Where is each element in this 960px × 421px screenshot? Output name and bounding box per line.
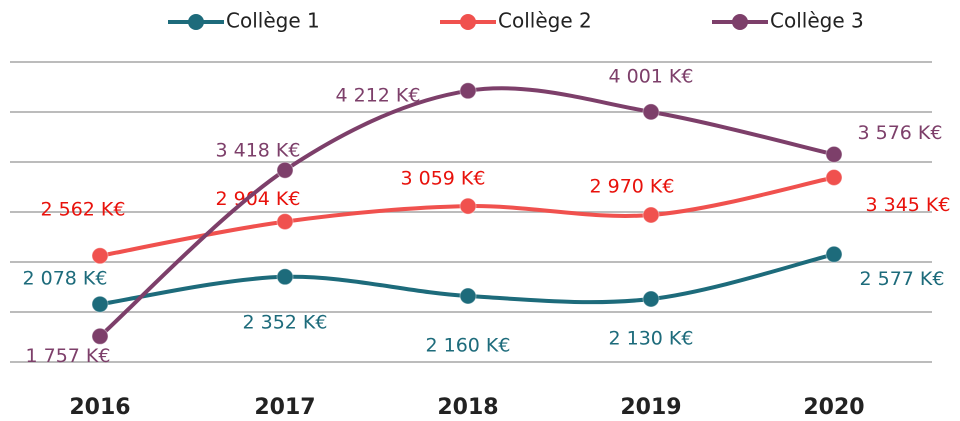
x-tick-label: 2018: [437, 395, 498, 420]
point: [459, 197, 477, 215]
data-label: 2 130 K€: [609, 328, 694, 350]
point: [459, 82, 477, 100]
legend-marker: [460, 14, 476, 30]
point: [642, 103, 660, 121]
point: [276, 268, 294, 286]
legend-label: Collège 2: [498, 9, 592, 33]
data-label: 3 059 K€: [401, 168, 486, 190]
data-label: 2 078 K€: [23, 268, 108, 290]
x-tick-label: 2016: [69, 395, 130, 420]
legend-marker: [732, 14, 748, 30]
point: [825, 245, 843, 263]
data-label: 2 352 K€: [243, 311, 328, 333]
legend-label: Collège 3: [770, 9, 864, 33]
legend-marker: [188, 14, 204, 30]
point: [91, 295, 109, 313]
data-label: 2 577 K€: [860, 268, 945, 290]
data-label: 1 757 K€: [26, 345, 111, 367]
x-tick-label: 2019: [620, 395, 681, 420]
data-label: 2 562 K€: [41, 198, 126, 220]
data-label: 3 576 K€: [858, 122, 943, 144]
point: [276, 161, 294, 179]
point: [276, 213, 294, 231]
point: [642, 290, 660, 308]
data-label: 3 345 K€: [866, 194, 951, 216]
legend-label: Collège 1: [226, 9, 320, 33]
data-label: 2 160 K€: [426, 335, 511, 357]
data-label: 4 001 K€: [609, 65, 694, 87]
data-label: 4 212 K€: [336, 84, 421, 106]
data-label: 2 904 K€: [216, 188, 301, 210]
point: [825, 145, 843, 163]
point: [459, 287, 477, 305]
point: [91, 247, 109, 265]
point: [825, 169, 843, 186]
data-label: 2 970 K€: [590, 176, 675, 198]
point: [91, 327, 109, 345]
x-tick-label: 2017: [254, 395, 315, 420]
point: [642, 206, 660, 224]
data-label: 3 418 K€: [216, 140, 301, 162]
x-tick-label: 2020: [803, 395, 864, 420]
